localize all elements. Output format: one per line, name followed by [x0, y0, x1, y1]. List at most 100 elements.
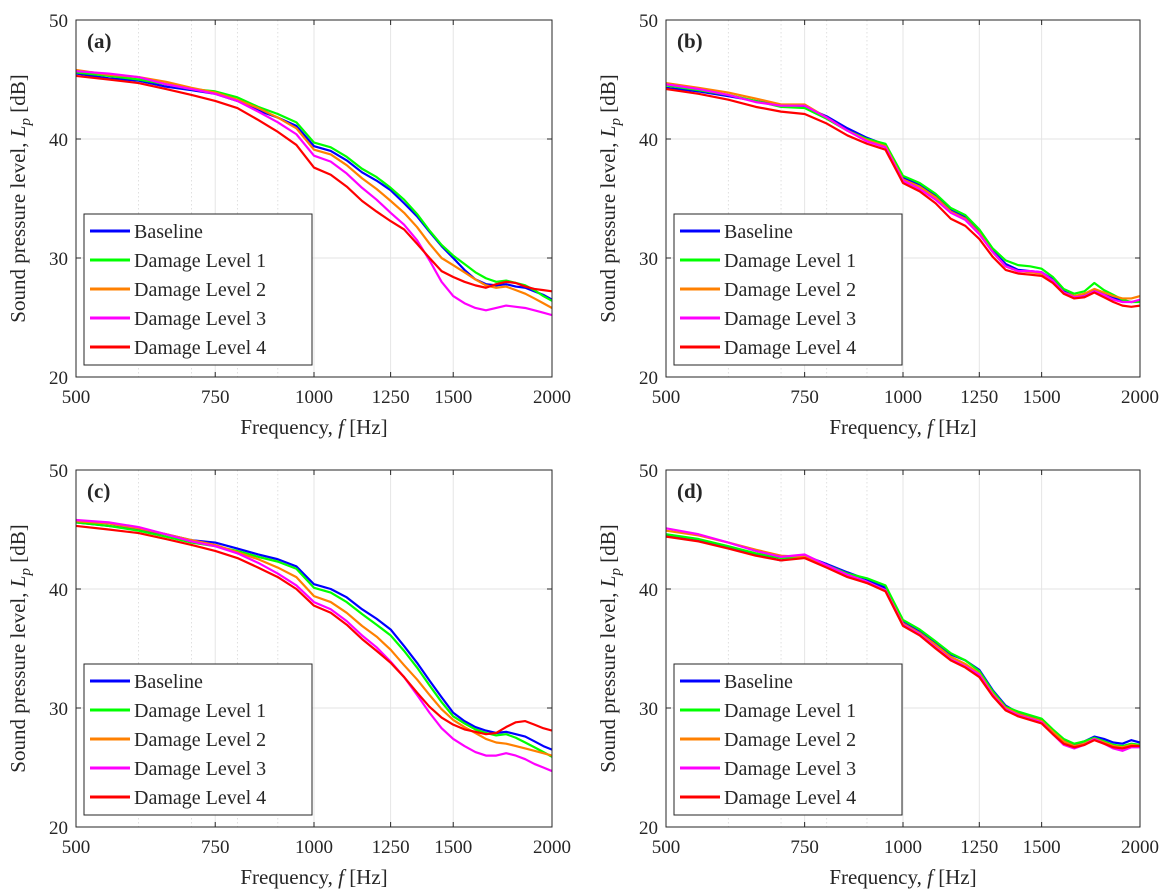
panel-1-legend-label: Baseline	[134, 221, 203, 243]
xlabel-symbol: f	[338, 415, 347, 439]
panel-1-x-tick-label: 500	[62, 387, 91, 408]
xlabel-unit: [Hz]	[933, 415, 977, 439]
panel-4-x-tick-label: 1250	[960, 837, 998, 858]
panel-1-legend: Baseline Damage Level 1 Damage Level 2 Dama…	[83, 213, 313, 366]
ylabel-subscript: p	[18, 118, 34, 127]
xlabel-text: Frequency,	[240, 865, 338, 889]
panel-4-x-tick-label: 1500	[1023, 837, 1061, 858]
panel-2-x-tick-label: 2000	[1121, 387, 1159, 408]
panel-3-x-tick-label: 750	[201, 837, 230, 858]
panel-3-series-damage-level-2	[76, 520, 552, 757]
ylabel-unit: [dB]	[596, 74, 620, 118]
panel-4-legend: Baseline Damage Level 1 Damage Level 2 Dama…	[673, 663, 903, 816]
panel-2-x-axis-label: Frequency, f [Hz]	[829, 415, 976, 439]
panel-2-legend-label: Damage Level 3	[724, 308, 856, 330]
panel-4-x-tick-label: 750	[790, 837, 819, 858]
panel-1-legend-label: Damage Level 1	[134, 250, 266, 272]
panel-1-x-tick-label: 1250	[372, 387, 410, 408]
panel-4-y-axis-label: Sound pressure level, Lp [dB]	[596, 524, 624, 772]
panel-3-legend-label: Damage Level 2	[134, 729, 266, 751]
panel-1-x-axis-label: Frequency, f [Hz]	[240, 415, 387, 439]
panel-1-series-damage-level-2	[76, 68, 552, 309]
panel-4-y-tick-label: 40	[639, 580, 658, 601]
panel-2-series-damage-level-1	[666, 84, 1140, 304]
panel-2-y-tick-label: 30	[639, 249, 658, 270]
panel-2-legend-label: Baseline	[724, 221, 793, 243]
panel-1-series-damage-level-4	[76, 74, 552, 293]
panel-4-legend-label: Damage Level 1	[724, 700, 856, 722]
xlabel-unit: [Hz]	[933, 865, 977, 889]
ylabel-unit: [dB]	[6, 524, 30, 568]
panel-4-y-tick-label: 30	[639, 699, 658, 720]
panel-2-x-tick-label: 1250	[960, 387, 998, 408]
panel-4-series-damage-level-3	[666, 527, 1140, 752]
xlabel-symbol: f	[927, 865, 936, 889]
panel-3-x-tick-label: 1500	[434, 837, 472, 858]
xlabel-symbol: f	[338, 865, 347, 889]
ylabel-subscript: p	[608, 568, 624, 577]
panel-3-y-tick-label: 50	[49, 461, 68, 482]
panel-2-y-tick-label: 20	[639, 368, 658, 389]
panel-4-y-tick-label: 50	[639, 461, 658, 482]
panel-3-legend-label: Damage Level 1	[134, 700, 266, 722]
panel-1-x-tick-label: 750	[201, 387, 230, 408]
panel-4-series-damage-level-4	[666, 535, 1140, 750]
panel-3-x-tick-label: 1000	[295, 837, 333, 858]
panel-3-panel-label: (c)	[87, 479, 110, 503]
ylabel-subscript: p	[608, 118, 624, 127]
xlabel-unit: [Hz]	[344, 415, 388, 439]
panel-3-legend: Baseline Damage Level 1 Damage Level 2 Dama…	[83, 663, 313, 816]
panel-1: 500 750 1000 1250 1500 2000 20 30 40 50 Frequency,…	[6, 11, 571, 439]
panel-3: 500 750 1000 1250 1500 2000 20 30 40 50 Frequency,…	[6, 461, 571, 889]
panel-1-y-tick-label: 20	[49, 368, 68, 389]
panel-3-legend-label: Damage Level 4	[134, 787, 266, 809]
panel-1-x-tick-label: 1000	[295, 387, 333, 408]
panel-1-x-tick-label: 2000	[533, 387, 571, 408]
panel-1-y-tick-label: 40	[49, 130, 68, 151]
panel-2-y-tick-label: 50	[639, 11, 658, 32]
panel-4-x-tick-label: 1000	[884, 837, 922, 858]
panel-4-y-tick-label: 20	[639, 818, 658, 839]
ylabel-text: Sound pressure level,	[596, 137, 620, 322]
panel-3-y-tick-label: 20	[49, 818, 68, 839]
ylabel-text: Sound pressure level,	[6, 137, 30, 322]
panel-2-legend-label: Damage Level 2	[724, 279, 856, 301]
xlabel-text: Frequency,	[829, 865, 927, 889]
panel-3-legend-label: Damage Level 3	[134, 758, 266, 780]
panel-1-y-axis-label: Sound pressure level, Lp [dB]	[6, 74, 34, 322]
ylabel-symbol: L	[596, 126, 620, 139]
xlabel-text: Frequency,	[240, 415, 338, 439]
panel-4-legend-label: Baseline	[724, 671, 793, 693]
ylabel-symbol: L	[596, 576, 620, 589]
panel-2-y-tick-label: 40	[639, 130, 658, 151]
panel-1-legend-label: Damage Level 2	[134, 279, 266, 301]
panel-4: 500 750 1000 1250 1500 2000 20 30 40 50 Frequency,…	[596, 461, 1159, 889]
panel-3-y-axis-label: Sound pressure level, Lp [dB]	[6, 524, 34, 772]
panel-1-y-tick-label: 50	[49, 11, 68, 32]
panel-3-y-tick-label: 40	[49, 580, 68, 601]
panel-2-legend-label: Damage Level 1	[724, 250, 856, 272]
panel-4-x-tick-label: 2000	[1121, 837, 1159, 858]
panel-1-panel-label: (a)	[87, 29, 112, 53]
panel-3-x-tick-label: 1250	[372, 837, 410, 858]
panel-2-series-group	[666, 81, 1140, 308]
panel-3-x-tick-label: 2000	[533, 837, 571, 858]
ylabel-symbol: L	[6, 126, 30, 139]
panel-1-series-damage-level-3	[76, 70, 552, 317]
panel-1-legend-label: Damage Level 4	[134, 337, 266, 359]
panel-4-series-group	[666, 527, 1140, 752]
ylabel-text: Sound pressure level,	[596, 587, 620, 772]
panel-2-series-damage-level-4	[666, 87, 1140, 308]
panel-2-x-tick-label: 1000	[884, 387, 922, 408]
panel-1-y-tick-label: 30	[49, 249, 68, 270]
panel-4-x-tick-label: 500	[652, 837, 681, 858]
panel-2-x-tick-label: 500	[652, 387, 681, 408]
ylabel-unit: [dB]	[596, 524, 620, 568]
panel-4-x-axis-label: Frequency, f [Hz]	[829, 865, 976, 889]
panel-2-y-axis-label: Sound pressure level, Lp [dB]	[596, 74, 624, 322]
panel-3-legend-label: Baseline	[134, 671, 203, 693]
panel-3-x-axis-label: Frequency, f [Hz]	[240, 865, 387, 889]
panel-2: 500 750 1000 1250 1500 2000 20 30 40 50 Frequency,…	[596, 11, 1159, 439]
panel-1-legend-label: Damage Level 3	[134, 308, 266, 330]
